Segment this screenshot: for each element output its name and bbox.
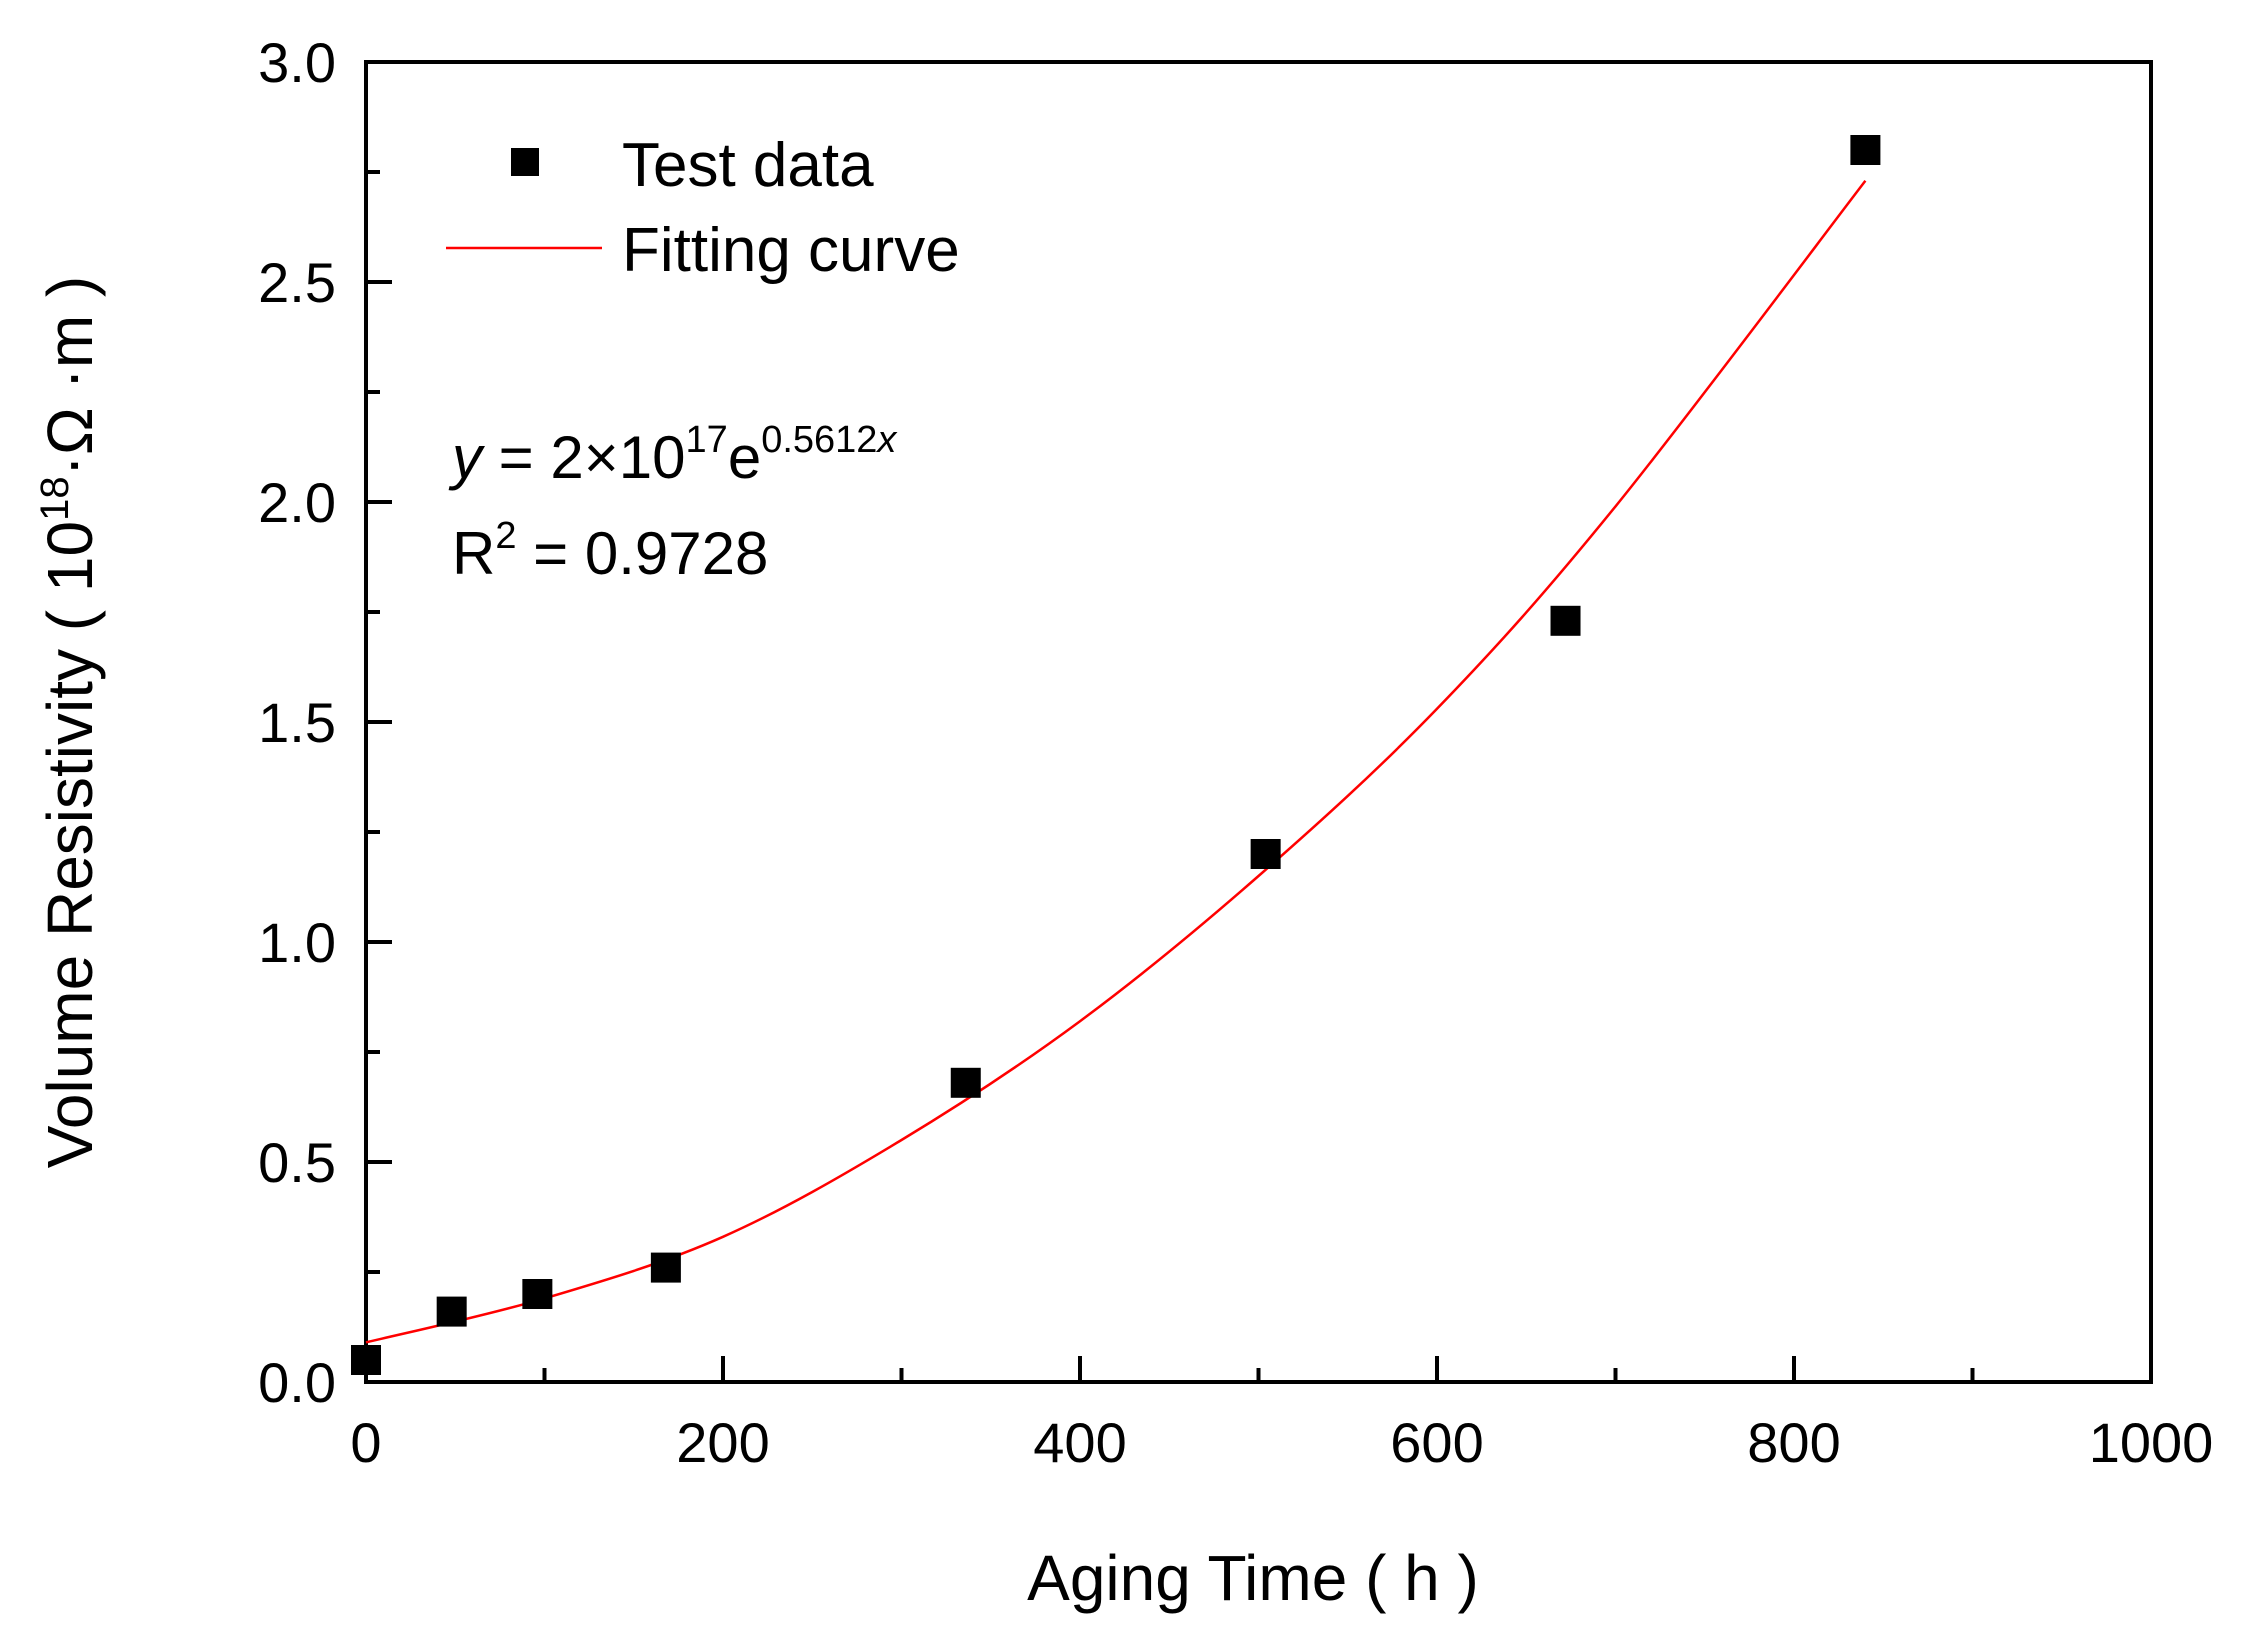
y-tick-label: 2.5	[258, 251, 336, 314]
data-point	[436, 1296, 467, 1327]
y-axis-ticks	[366, 60, 392, 1384]
x-tick-label: 400	[1033, 1411, 1126, 1474]
equation-base: = 2×10	[482, 424, 686, 491]
y-tick-label: 3.0	[258, 31, 336, 94]
y-tick-label: 0.5	[258, 1131, 336, 1194]
y-tick-label: 2.0	[258, 471, 336, 534]
data-point	[650, 1252, 681, 1283]
y-axis-tick-labels: 0.0 0.5 1.0 1.5 2.0 2.5 3.0	[258, 31, 336, 1414]
x-tick-label: 800	[1747, 1411, 1840, 1474]
test-data-points	[351, 135, 1881, 1375]
fit-equation-annotation: y = 2×1017e0.5612x	[448, 419, 898, 491]
legend-label-fitting-curve: Fitting curve	[622, 216, 960, 285]
x-tick-label: 600	[1390, 1411, 1483, 1474]
data-point	[522, 1279, 553, 1309]
data-point	[1550, 605, 1581, 636]
data-point	[1250, 839, 1281, 869]
equation-exp2-num: 0.5612	[761, 419, 877, 461]
r-squared-sup: 2	[495, 515, 516, 557]
data-point	[950, 1067, 981, 1098]
data-point	[1850, 135, 1881, 165]
x-axis-ticks	[364, 1356, 2153, 1382]
r-squared-r: R	[452, 520, 495, 587]
equation-y: y	[448, 424, 486, 491]
x-axis-tick-labels: 0 200 400 600 800 1000	[350, 1411, 2213, 1474]
r-squared-value: = 0.9728	[516, 520, 768, 587]
equation-exp2-var: x	[875, 419, 898, 461]
x-tick-label: 0	[350, 1411, 381, 1474]
r-squared-annotation: R2 = 0.9728	[452, 515, 768, 587]
x-tick-label: 200	[676, 1411, 769, 1474]
x-axis-title: Aging Time ( h )	[1027, 1542, 1479, 1614]
y-axis-title: Volume Resistivity ( 1018·Ω ·m )	[33, 276, 106, 1169]
y-tick-label: 0.0	[258, 1351, 336, 1414]
legend: Test data Fitting curve	[446, 131, 960, 285]
y-tick-label: 1.5	[258, 691, 336, 754]
y-axis-title-suffix: ·Ω ·m )	[34, 276, 106, 477]
x-tick-label: 1000	[2089, 1411, 2214, 1474]
legend-marker-test-data	[511, 148, 539, 176]
equation-exp1: 17	[686, 419, 728, 461]
y-tick-label: 1.0	[258, 911, 336, 974]
y-axis-title-prefix: Volume Resistivity ( 10	[34, 521, 106, 1168]
data-point	[351, 1345, 381, 1375]
legend-label-test-data: Test data	[622, 131, 874, 200]
y-axis-title-exponent: 18	[33, 476, 77, 521]
equation-e: e	[728, 424, 761, 491]
fitting-curve-line	[365, 180, 1867, 1344]
